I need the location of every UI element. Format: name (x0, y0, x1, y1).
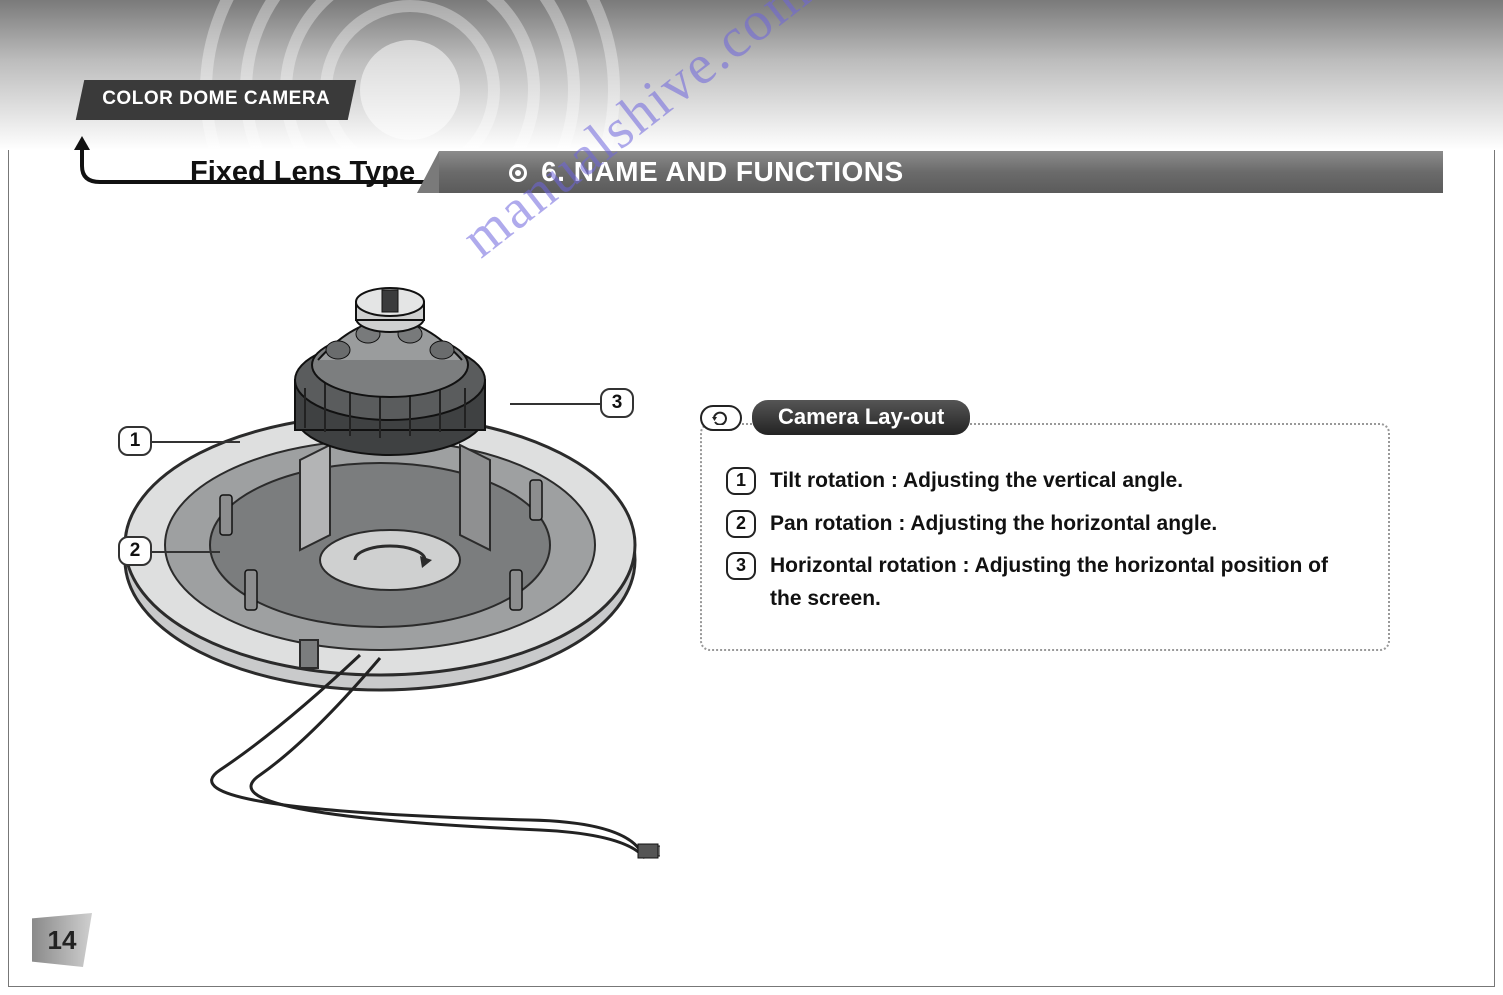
info-item-1: 1 Tilt rotation : Adjusting the vertical … (726, 465, 1364, 498)
lens-type-label: Fixed Lens Type (190, 156, 415, 189)
section-title-bar: 6. NAME AND FUNCTIONS (439, 151, 1443, 193)
diagram-callout-2: 2 (118, 536, 152, 566)
camera-svg (100, 260, 660, 880)
camera-diagram: 1 2 3 (100, 260, 660, 880)
bullet-icon (509, 164, 527, 182)
page-number: 14 (32, 913, 92, 967)
info-item-text: Horizontal rotation : Adjusting the hori… (770, 550, 1364, 615)
info-item-number: 3 (726, 552, 756, 580)
diagram-callout-3: 3 (600, 388, 634, 418)
diagram-callout-1: 1 (118, 426, 152, 456)
info-item-number: 2 (726, 510, 756, 538)
info-item-text: Tilt rotation : Adjusting the vertical a… (770, 465, 1183, 498)
section-title: NAME AND FUNCTIONS (574, 156, 904, 188)
diagram-callout-line-3 (510, 403, 600, 405)
play-badge-icon (700, 405, 742, 431)
info-item-number: 1 (726, 467, 756, 495)
product-line-label: COLOR DOME CAMERA (102, 88, 330, 110)
info-title: Camera Lay-out (752, 400, 970, 435)
info-panel: Camera Lay-out 1 Tilt rotation : Adjustin… (700, 400, 1390, 651)
info-item-2: 2 Pan rotation : Adjusting the horizontal… (726, 508, 1364, 541)
info-item-3: 3 Horizontal rotation : Adjusting the hor… (726, 550, 1364, 615)
info-body: 1 Tilt rotation : Adjusting the vertical … (700, 423, 1390, 651)
diagram-callout-line-2 (152, 551, 220, 553)
section-number: 6. (541, 156, 565, 188)
top-gradient-band (0, 0, 1503, 150)
section-header-row: Fixed Lens Type 6. NAME AND FUNCTIONS (60, 150, 1443, 194)
diagram-callout-line-1 (152, 441, 240, 443)
product-line-tab: COLOR DOME CAMERA (76, 80, 357, 120)
info-item-text: Pan rotation : Adjusting the horizontal … (770, 508, 1217, 541)
